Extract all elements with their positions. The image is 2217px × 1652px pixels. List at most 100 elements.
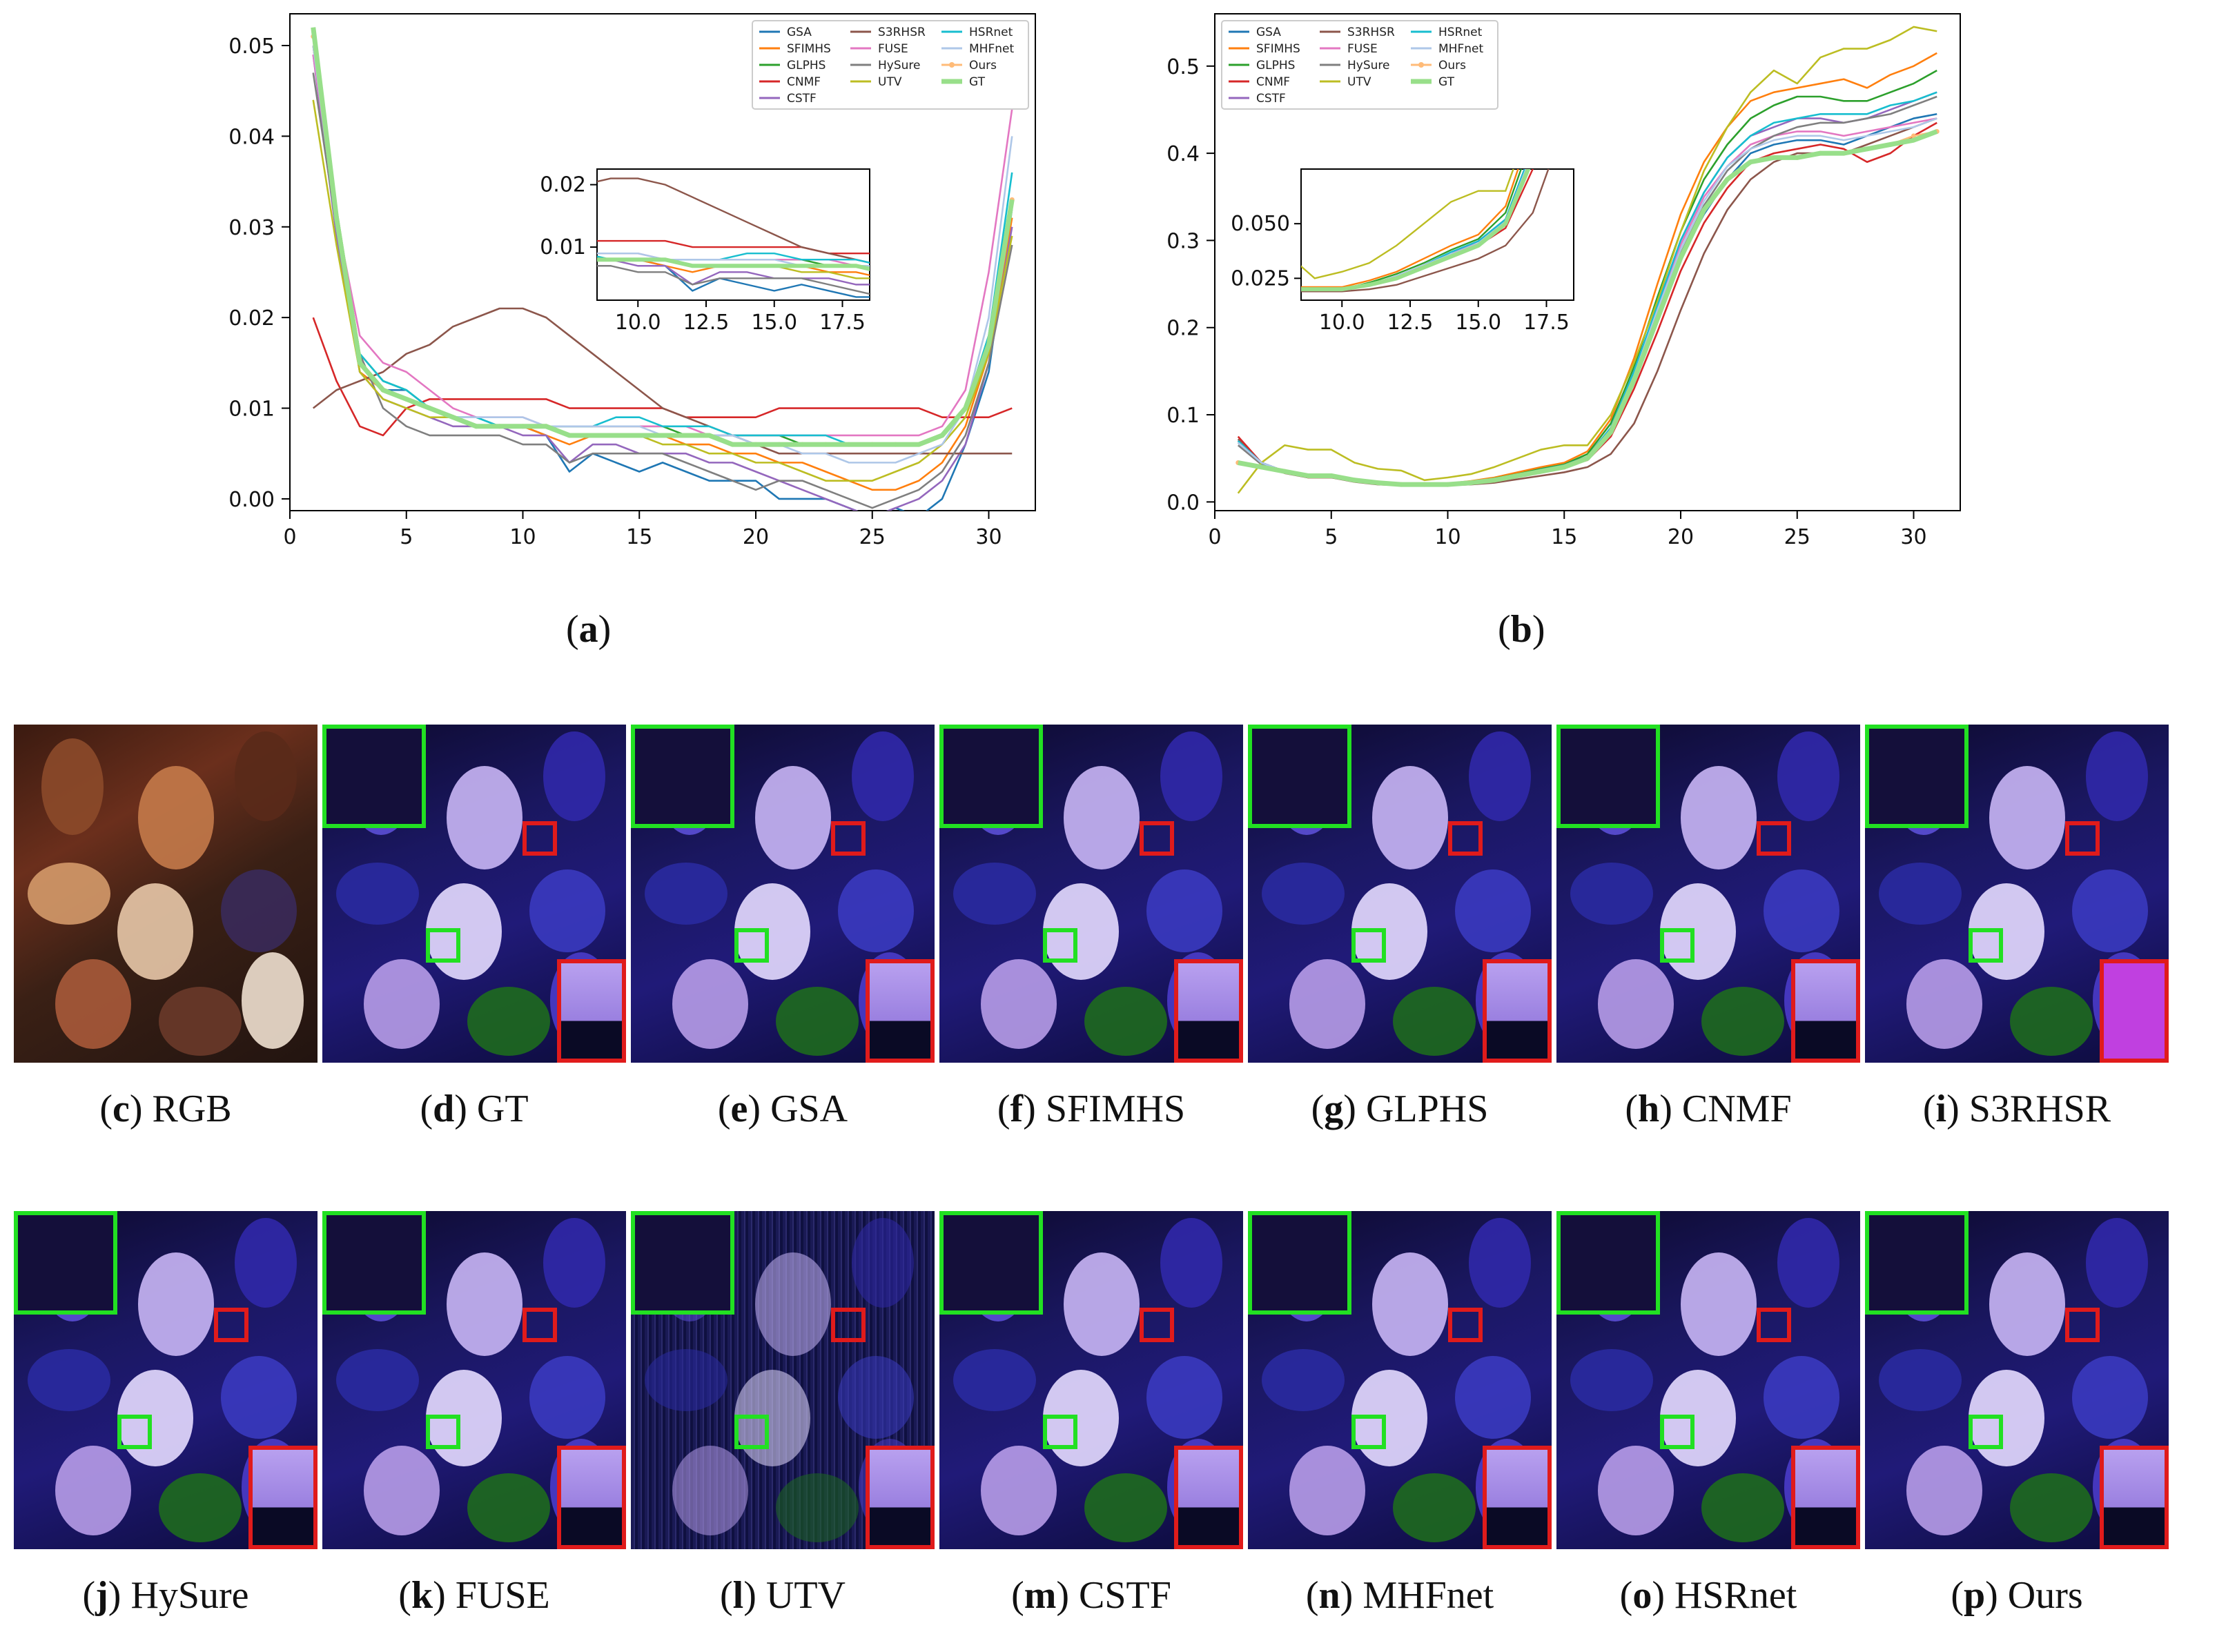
bean — [953, 1349, 1036, 1411]
x-tick-label: 20 — [1668, 525, 1694, 549]
roi-box-green — [426, 1415, 460, 1449]
bean — [1777, 1218, 1839, 1308]
zoom-inset-red — [1791, 1446, 1860, 1549]
caption-ours: (p) Ours — [1951, 1574, 2083, 1617]
x-tick-label: 15 — [1551, 525, 1577, 549]
bean — [1989, 766, 2065, 869]
result-image-hysure — [14, 1211, 318, 1549]
legend-label: CNMF — [1256, 75, 1290, 89]
caption-method: SFIMHS — [1045, 1088, 1186, 1130]
zoom-inset-red — [1791, 959, 1860, 1063]
bean — [1598, 959, 1674, 1049]
caption-hsrnet: (o) HSRnet — [1619, 1574, 1797, 1617]
caption-letter: m — [1024, 1574, 1057, 1617]
bean — [28, 863, 110, 925]
bean — [1681, 1252, 1757, 1356]
roi-box-green — [1660, 1415, 1695, 1449]
y-tick-label: 0.1 — [1166, 404, 1200, 428]
zoom-inset-green — [1248, 725, 1351, 828]
bean — [235, 1218, 297, 1308]
result-image-fuse — [322, 1211, 626, 1549]
bean — [1146, 869, 1222, 952]
bean — [1262, 863, 1345, 925]
x-tick-label: 25 — [1784, 525, 1810, 549]
result-image-cnmf — [1556, 725, 1860, 1063]
legend-box — [1221, 20, 1498, 110]
bean — [645, 1349, 727, 1411]
roi-box-green — [734, 1415, 769, 1449]
inset-x-tick-label: 15.0 — [1455, 311, 1501, 335]
bean — [467, 1473, 550, 1542]
bean — [1146, 1356, 1222, 1439]
bean — [2010, 1473, 2093, 1542]
result-image-cstf — [939, 1211, 1243, 1549]
y-tick-label: 0.3 — [1166, 229, 1200, 253]
zoom-inset-red — [1483, 1446, 1552, 1549]
x-tick-label: 10 — [509, 525, 536, 549]
caption-method: HSRnet — [1674, 1574, 1797, 1617]
bean — [1469, 731, 1531, 821]
bean — [1064, 1252, 1140, 1356]
legend-label: HSRnet — [1438, 26, 1483, 39]
inset-y-tick-label: 0.050 — [1231, 212, 1290, 236]
roi-box-green — [1043, 1415, 1077, 1449]
caption-method: FUSE — [455, 1574, 550, 1617]
y-tick-label: 0.00 — [228, 488, 275, 512]
legend-label: UTV — [878, 75, 902, 89]
legend-marker — [1418, 62, 1424, 68]
legend-label: MHFnet — [1438, 42, 1483, 56]
roi-box-green — [1969, 928, 2003, 963]
caption-sfimhs: (f) SFIMHS — [997, 1088, 1186, 1130]
bean — [159, 1473, 242, 1542]
result-image-sfimhs — [939, 725, 1243, 1063]
bean — [672, 1446, 748, 1535]
y-tick-label: 0.02 — [228, 306, 275, 331]
caption-method: RGB — [152, 1088, 232, 1130]
zoom-inset-red — [1174, 959, 1243, 1063]
caption-method: GLPHS — [1365, 1088, 1489, 1130]
caption-letter: p — [1963, 1574, 1986, 1617]
legend-label: CSTF — [787, 92, 817, 106]
inset-line-utv — [597, 258, 870, 279]
legend-label: CSTF — [1256, 92, 1286, 106]
inset-x-tick-label: 15.0 — [751, 311, 797, 335]
caption-method: CNMF — [1681, 1088, 1792, 1130]
series-line-s3rhsr — [312, 307, 1013, 455]
bean — [1906, 959, 1982, 1049]
zoom-inset-red — [2100, 1446, 2169, 1549]
caption-fuse: (k) FUSE — [398, 1574, 550, 1617]
bean — [336, 1349, 419, 1411]
x-tick-label: 30 — [1900, 525, 1926, 549]
inset-line-gsa — [597, 258, 870, 298]
x-tick-label: 20 — [743, 525, 769, 549]
inset-y-tick-label: 0.01 — [540, 235, 586, 259]
bean — [336, 863, 419, 925]
inset-x-tick-label: 12.5 — [683, 311, 730, 335]
inset-line-glphs — [1301, 169, 1523, 291]
legend-label: S3RHSR — [1347, 26, 1395, 39]
x-tick-label: 5 — [1325, 525, 1338, 549]
inset-frame — [596, 168, 870, 301]
legend-label: GLPHS — [787, 59, 826, 72]
caption-rgb: (c) RGB — [99, 1088, 232, 1130]
roi-box-green — [1660, 928, 1695, 963]
legend-label: CNMF — [787, 75, 821, 89]
bean — [364, 959, 440, 1049]
zoom-inset-green — [322, 1211, 426, 1315]
inset-x-tick-label: 12.5 — [1387, 311, 1434, 335]
y-tick-label: 0.03 — [228, 216, 275, 240]
roi-box-green — [1351, 928, 1386, 963]
y-tick-label: 0.4 — [1166, 142, 1200, 166]
roi-box-red — [831, 821, 866, 856]
bean — [755, 1252, 831, 1356]
inset-line-utv — [1301, 169, 1514, 279]
roi-box-red — [522, 821, 557, 856]
legend-label: HySure — [878, 59, 920, 72]
legend-label: GSA — [1256, 26, 1281, 39]
x-tick-label: 10 — [1434, 525, 1461, 549]
bean — [1570, 1349, 1653, 1411]
bean — [776, 1473, 859, 1542]
bean — [1289, 1446, 1365, 1535]
roi-box-green — [426, 928, 460, 963]
zoom-inset-green — [322, 725, 426, 828]
